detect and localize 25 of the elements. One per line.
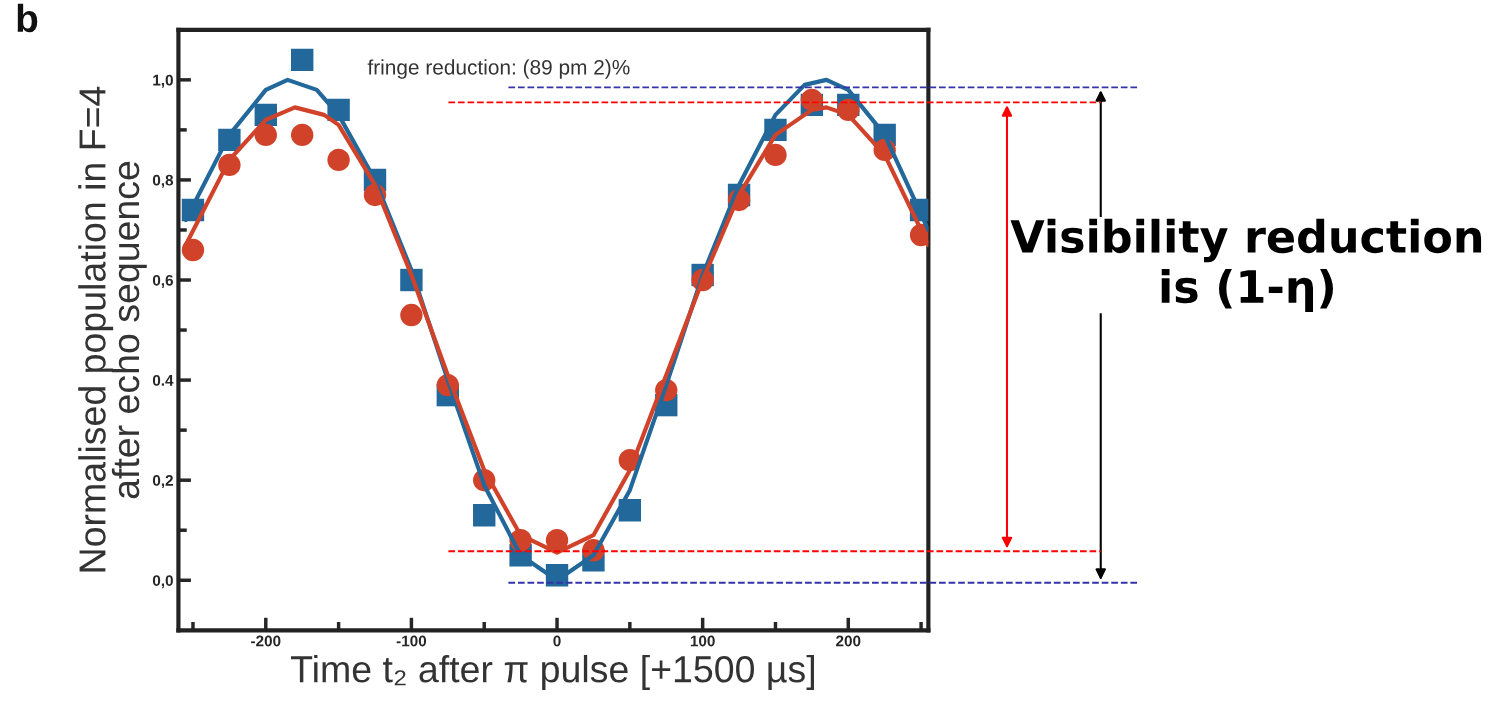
y-tick-label: 0,8 bbox=[152, 174, 174, 188]
point bbox=[327, 148, 350, 172]
point bbox=[291, 48, 314, 72]
x-axis-title: Time t₂ after π pulse [+1500 µs] bbox=[291, 654, 814, 690]
y-tick-label: 0,0 bbox=[152, 575, 173, 589]
x-tick-label: -200 bbox=[251, 635, 281, 647]
text: b bbox=[17, 3, 38, 33]
y-axis-title: Normalised population in F=4 after echo sequence bbox=[78, 86, 147, 572]
point bbox=[254, 123, 277, 147]
point bbox=[181, 238, 205, 262]
annotation: fringe reduction: (89 pm 2)% bbox=[367, 59, 630, 79]
x-tick-label: 100 bbox=[690, 635, 715, 647]
x-tick-label: 0 bbox=[553, 635, 561, 647]
y-tick-label: 0,2 bbox=[152, 475, 173, 489]
y-tick-label: 0.4 bbox=[152, 374, 174, 386]
y-tick-label: 0,6 bbox=[152, 274, 173, 288]
y-tick-label: 1,0 bbox=[153, 74, 173, 88]
text: Visibility reduction is (1-η) bbox=[1010, 218, 1482, 312]
point bbox=[764, 143, 787, 167]
point bbox=[473, 504, 496, 527]
point bbox=[400, 303, 423, 327]
x-tick-label: -100 bbox=[396, 635, 427, 647]
x-tick-label: 200 bbox=[836, 635, 861, 647]
point bbox=[291, 123, 314, 147]
point bbox=[545, 529, 569, 552]
